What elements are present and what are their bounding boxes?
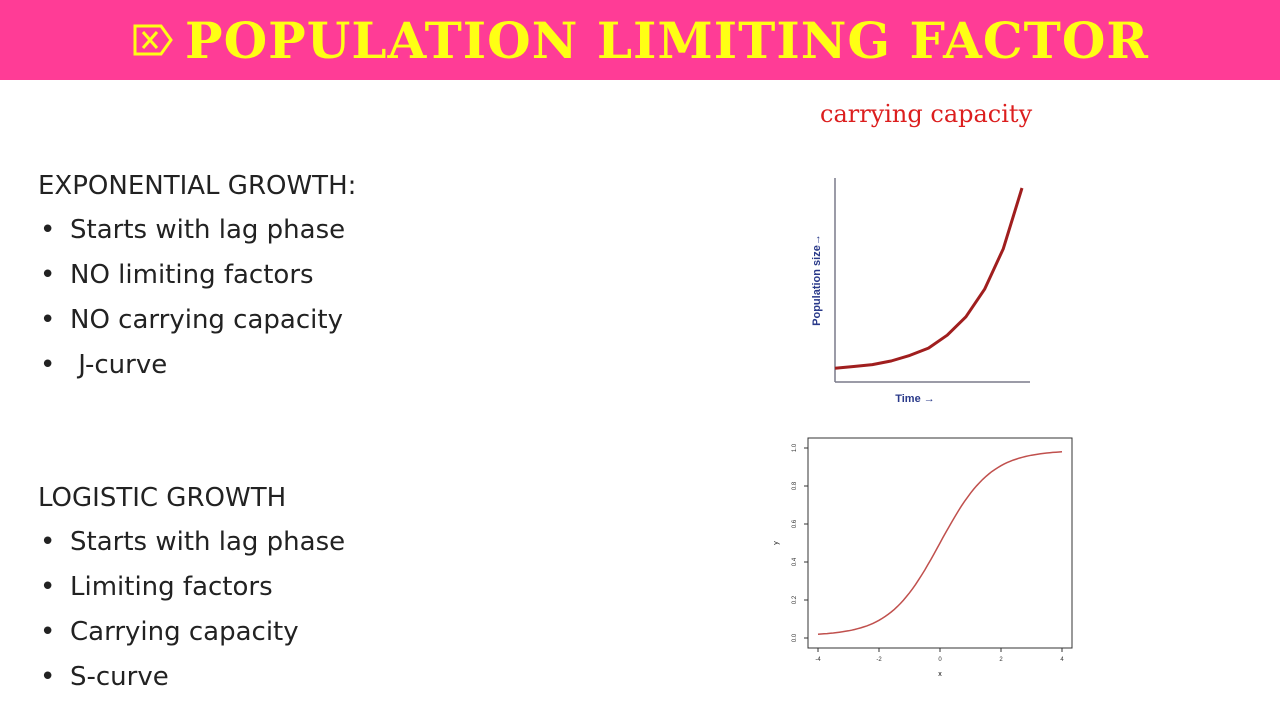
list-item: S-curve	[38, 655, 345, 700]
list-item: Carrying capacity	[38, 610, 345, 655]
y-tick-label: 0.8	[792, 481, 798, 490]
series-line	[834, 187, 1024, 370]
exponential-list: Starts with lag phase NO limiting factor…	[38, 208, 356, 388]
title-banner: POPULATION LIMITING FACTOR	[0, 0, 1280, 80]
logistic-growth-chart: 0.0 0.2 0.4 0.6 0.8 1.0 -4 -2 0 2 4 x y	[773, 437, 1073, 678]
logistic-list: Starts with lag phase Limiting factors C…	[38, 520, 345, 700]
list-item: NO limiting factors	[38, 253, 356, 298]
list-item: Starts with lag phase	[38, 208, 356, 253]
y-tick-label: 0.2	[792, 595, 798, 604]
y-tick-label: 1.0	[792, 443, 798, 452]
carrying-capacity-label: carrying capacity	[820, 100, 1033, 128]
series-line	[817, 451, 1063, 635]
y-tick-label: 0.0	[792, 633, 798, 642]
boxed-x-arrow-icon	[131, 20, 175, 60]
y-tick-label: 0.4	[792, 557, 798, 566]
list-item: Starts with lag phase	[38, 520, 345, 565]
x-tick-label: 0	[938, 657, 942, 663]
x-tick-label: 2	[999, 657, 1003, 663]
logistic-heading: LOGISTIC GROWTH	[38, 483, 287, 513]
x-tick-label: -2	[876, 657, 882, 663]
y-axis-label: y	[773, 541, 780, 545]
x-tick-label: 4	[1060, 657, 1064, 663]
list-item: J-curve	[38, 343, 356, 388]
y-tick-label: 0.6	[792, 519, 798, 528]
x-axis-label: Time →	[895, 393, 935, 405]
x-tick-label: -4	[815, 657, 821, 663]
list-item: Limiting factors	[38, 565, 345, 610]
list-item: NO carrying capacity	[38, 298, 356, 343]
y-axis-label: Population size→	[811, 234, 823, 326]
title-group: POPULATION LIMITING FACTOR	[131, 11, 1149, 70]
exponential-heading: EXPONENTIAL GROWTH:	[38, 171, 357, 201]
exponential-growth-chart: Time → Population size→	[811, 178, 1030, 405]
exponential-growth-section: EXPONENTIAL GROWTH: Starts with lag phas…	[38, 164, 356, 388]
page-title: POPULATION LIMITING FACTOR	[185, 10, 1149, 70]
x-axis-label: x	[938, 671, 942, 678]
logistic-growth-section: LOGISTIC GROWTH Starts with lag phase Li…	[38, 476, 345, 700]
